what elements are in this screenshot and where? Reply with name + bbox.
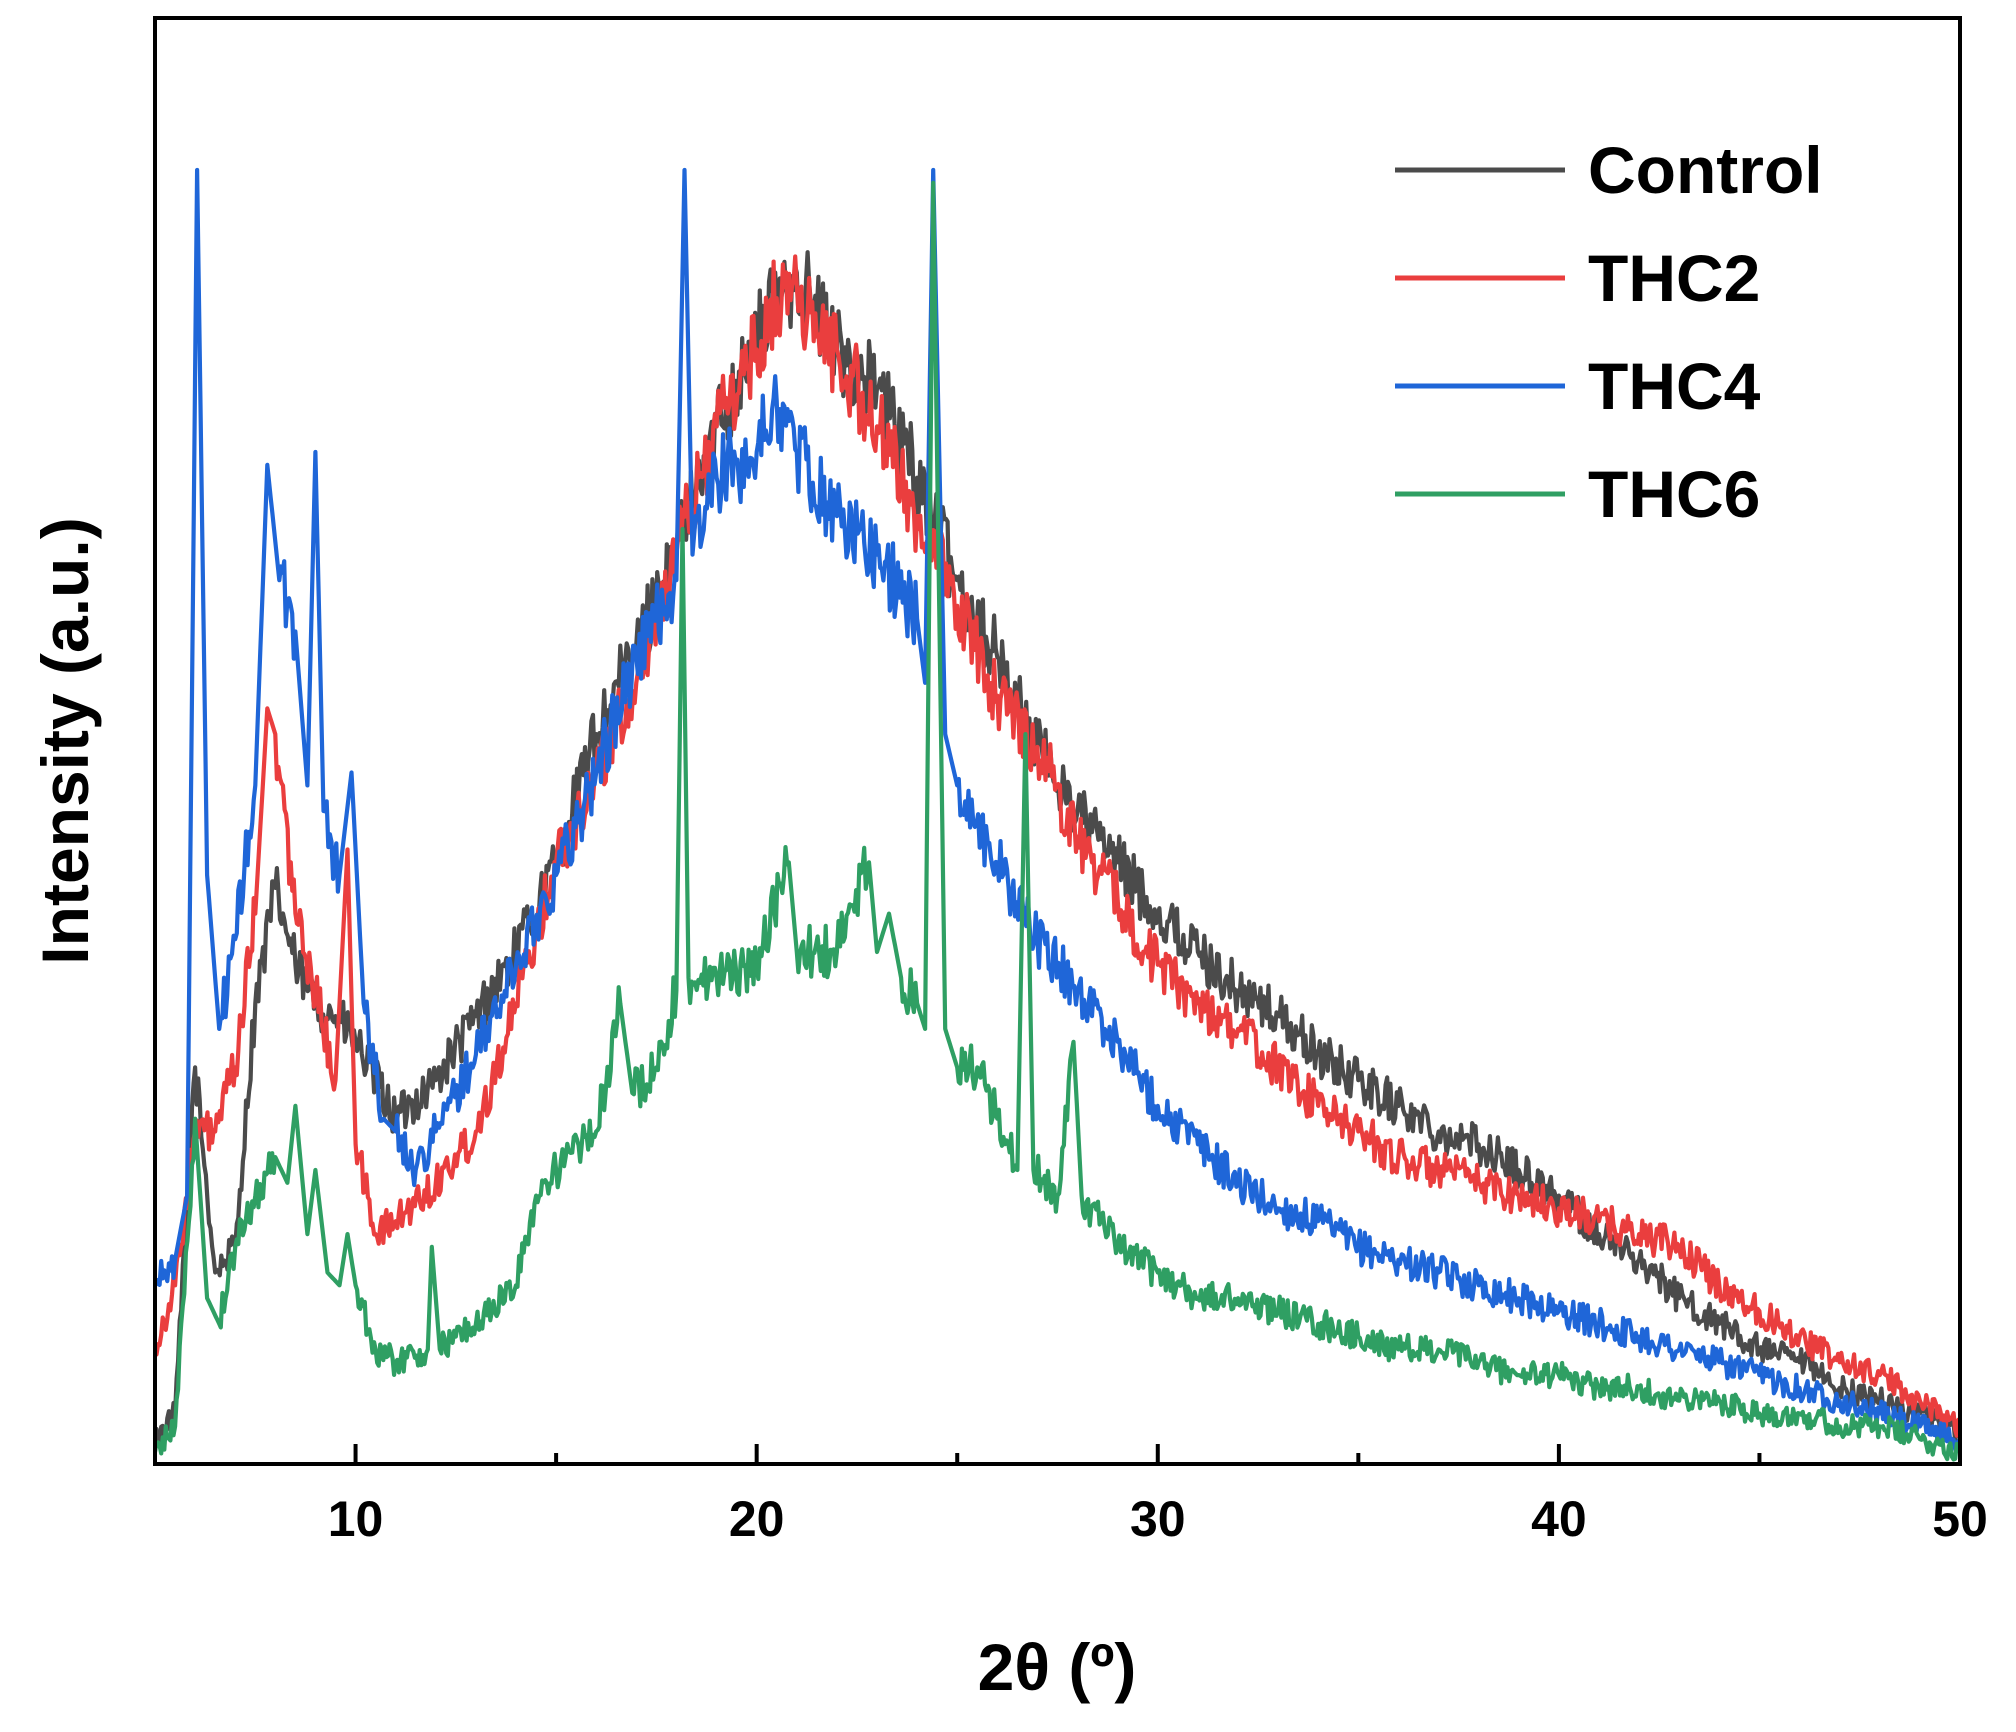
legend-label-thc2: THC2: [1588, 241, 1760, 315]
x-axis: 10 20 30 40 50: [328, 1444, 1988, 1547]
series-line-thc4: [153, 167, 1962, 1452]
x-tick-label: 10: [328, 1491, 384, 1547]
series-layer: [152, 167, 1963, 1462]
plot-frame: [153, 16, 1962, 1466]
series-line-thc2: [152, 254, 1963, 1438]
legend-label-control: Control: [1588, 133, 1823, 207]
series-line-thc6: [152, 180, 1962, 1462]
legend-label-thc4: THC4: [1588, 349, 1761, 423]
x-tick-label: 50: [1932, 1491, 1988, 1547]
x-tick-label: 30: [1130, 1491, 1186, 1547]
x-tick-label: 40: [1531, 1491, 1587, 1547]
x-tick-label: 20: [729, 1491, 785, 1547]
y-axis-title: Intensity (a.u.): [28, 517, 102, 964]
x-axis-title: 2θ (º): [978, 1630, 1137, 1704]
legend: Control THC2 THC4 THC6: [1395, 133, 1823, 531]
legend-label-thc6: THC6: [1588, 457, 1760, 531]
